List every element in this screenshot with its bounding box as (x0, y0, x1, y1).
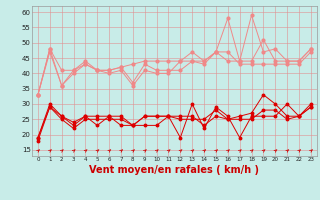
X-axis label: Vent moyen/en rafales ( km/h ): Vent moyen/en rafales ( km/h ) (89, 165, 260, 175)
